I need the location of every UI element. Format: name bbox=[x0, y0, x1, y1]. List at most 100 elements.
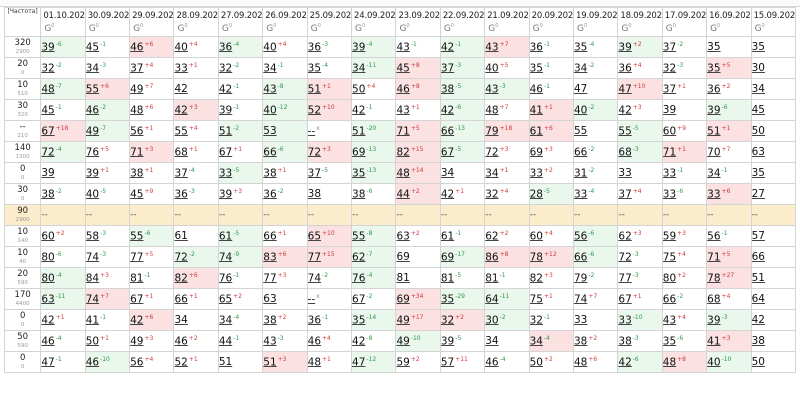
position-cell[interactable]: 44-1 bbox=[217, 330, 264, 352]
position-cell[interactable]: 72-4 bbox=[40, 141, 86, 163]
position-cell[interactable]: 39-3 bbox=[706, 309, 752, 331]
position-cell[interactable]: 35-4 bbox=[306, 57, 353, 79]
position-cell[interactable]: 42-6 bbox=[439, 99, 486, 121]
position-cell[interactable]: 39-4 bbox=[351, 36, 397, 58]
position-cell[interactable]: 35-13 bbox=[351, 162, 397, 184]
date-column-header[interactable]: 22.09.2022 G0 bbox=[439, 7, 486, 37]
position-cell[interactable]: 78+12 bbox=[528, 246, 575, 268]
position-cell[interactable]: 69+3 bbox=[528, 141, 575, 163]
position-cell[interactable]: 80+2 bbox=[661, 267, 708, 289]
position-cell[interactable]: 46+4 bbox=[306, 330, 353, 352]
position-cell[interactable]: 32-1 bbox=[528, 309, 575, 331]
position-cell[interactable]: 33-6 bbox=[661, 183, 708, 205]
position-cell[interactable]: 39-5 bbox=[439, 330, 486, 352]
position-cell[interactable]: 32-3 bbox=[661, 57, 708, 79]
position-cell[interactable]: 33-1 bbox=[661, 162, 708, 184]
position-cell[interactable]: 82+6 bbox=[173, 267, 219, 289]
position-cell[interactable]: 49+7 bbox=[129, 78, 175, 100]
position-cell[interactable]: 49+17 bbox=[395, 309, 441, 331]
position-cell[interactable]: 34-4 bbox=[217, 309, 264, 331]
position-cell[interactable]: 55-6 bbox=[129, 225, 175, 247]
position-cell[interactable]: 71+1 bbox=[661, 141, 708, 163]
position-cell[interactable]: 34-1 bbox=[706, 162, 752, 184]
position-cell[interactable]: 38-3 bbox=[617, 330, 663, 352]
position-cell[interactable]: 43+7 bbox=[484, 36, 530, 58]
position-cell[interactable]: 51+3 bbox=[262, 351, 308, 373]
position-cell[interactable]: 36+2 bbox=[706, 78, 752, 100]
position-cell[interactable]: 76-1 bbox=[217, 267, 264, 289]
position-cell[interactable]: 63 bbox=[750, 141, 797, 163]
position-cell[interactable]: 37-5 bbox=[306, 162, 353, 184]
position-cell[interactable]: 67-2 bbox=[351, 288, 397, 310]
position-cell[interactable]: 43-3 bbox=[262, 330, 308, 352]
position-cell[interactable]: 84+3 bbox=[84, 267, 131, 289]
position-cell[interactable]: 46-4 bbox=[484, 351, 530, 373]
date-column-header[interactable]: 29.09.2022 G0 bbox=[129, 7, 175, 37]
position-cell[interactable]: 44+2 bbox=[395, 183, 441, 205]
position-cell[interactable]: 46-2 bbox=[84, 99, 131, 121]
position-cell[interactable]: 38+1 bbox=[129, 162, 175, 184]
position-cell[interactable]: 55-5 bbox=[617, 120, 663, 142]
position-cell[interactable]: 51+1 bbox=[306, 78, 353, 100]
position-cell[interactable]: 67-5 bbox=[439, 141, 486, 163]
date-column-header[interactable]: 21.09.2022 G0 bbox=[484, 7, 530, 37]
position-cell[interactable]: 46-1 bbox=[528, 78, 575, 100]
position-cell[interactable]: 80-6 bbox=[40, 246, 86, 268]
position-cell[interactable]: 69 bbox=[395, 246, 441, 268]
position-cell[interactable]: 40+5 bbox=[484, 57, 530, 79]
position-cell[interactable]: 67+1 bbox=[217, 141, 264, 163]
position-cell[interactable]: 55-8 bbox=[351, 225, 397, 247]
position-cell[interactable]: 77+3 bbox=[262, 267, 308, 289]
position-cell[interactable]: 35-1 bbox=[528, 57, 575, 79]
position-cell[interactable]: 61+6 bbox=[528, 120, 575, 142]
position-cell[interactable]: 32+2 bbox=[439, 309, 486, 331]
position-cell[interactable]: 49-7 bbox=[84, 120, 131, 142]
position-cell[interactable]: 77+5 bbox=[129, 246, 175, 268]
date-column-header[interactable]: 24.09.2022 G0 bbox=[351, 7, 397, 37]
date-column-header[interactable]: 16.09.2022 G0 bbox=[706, 7, 752, 37]
position-cell[interactable]: 36-1 bbox=[306, 309, 353, 331]
date-column-header[interactable]: 26.09.2022 G0 bbox=[262, 7, 308, 37]
position-cell[interactable]: 60+4 bbox=[528, 225, 575, 247]
position-cell[interactable]: 34+1 bbox=[484, 162, 530, 184]
position-cell[interactable]: 38 bbox=[306, 183, 353, 205]
position-cell[interactable]: 38+1 bbox=[262, 162, 308, 184]
position-cell[interactable]: 51-2 bbox=[217, 120, 264, 142]
position-cell[interactable]: 74-3 bbox=[84, 246, 131, 268]
position-cell[interactable]: 36-1 bbox=[528, 36, 575, 58]
position-cell[interactable]: 55+4 bbox=[173, 120, 219, 142]
position-cell[interactable]: 67+18 bbox=[40, 120, 86, 142]
position-cell[interactable]: 30 bbox=[750, 57, 797, 79]
position-cell[interactable]: 78+27 bbox=[706, 267, 752, 289]
position-cell[interactable]: 74-9 bbox=[217, 246, 264, 268]
position-cell[interactable]: 48+7 bbox=[484, 99, 530, 121]
position-cell[interactable]: 43+1 bbox=[395, 99, 441, 121]
position-cell[interactable]: 70+7 bbox=[706, 141, 752, 163]
position-cell[interactable]: 50+1 bbox=[84, 330, 131, 352]
position-cell[interactable]: 45+9 bbox=[129, 183, 175, 205]
position-cell[interactable]: 67+1 bbox=[129, 288, 175, 310]
position-cell[interactable]: 81-1 bbox=[129, 267, 175, 289]
position-cell[interactable]: 86+8 bbox=[484, 246, 530, 268]
position-cell[interactable]: 66 bbox=[750, 246, 797, 268]
position-cell[interactable]: 45-1 bbox=[40, 99, 86, 121]
position-cell[interactable]: 43-3 bbox=[484, 78, 530, 100]
position-cell[interactable]: 64-11 bbox=[484, 288, 530, 310]
position-cell[interactable]: 36-2 bbox=[262, 183, 308, 205]
position-cell[interactable]: 32-2 bbox=[40, 57, 86, 79]
position-cell[interactable]: 50+2 bbox=[528, 351, 575, 373]
position-cell[interactable]: 42-1 bbox=[439, 36, 486, 58]
position-cell[interactable]: 45-1 bbox=[84, 36, 131, 58]
position-cell[interactable]: 36-4 bbox=[217, 36, 264, 58]
position-cell[interactable]: 39-6 bbox=[40, 36, 86, 58]
position-cell[interactable]: 79+18 bbox=[484, 120, 530, 142]
position-cell[interactable]: 63 bbox=[262, 288, 308, 310]
position-cell[interactable]: 59+2 bbox=[395, 351, 441, 373]
position-cell[interactable]: 42-6 bbox=[617, 351, 663, 373]
position-cell[interactable]: 35 bbox=[706, 36, 752, 58]
position-cell[interactable]: 47+10 bbox=[617, 78, 663, 100]
position-cell[interactable]: 71+5 bbox=[395, 120, 441, 142]
date-column-header[interactable]: 23.09.2022 G0 bbox=[395, 7, 441, 37]
position-cell[interactable]: 72-3 bbox=[617, 246, 663, 268]
position-cell[interactable]: 33-4 bbox=[572, 183, 619, 205]
